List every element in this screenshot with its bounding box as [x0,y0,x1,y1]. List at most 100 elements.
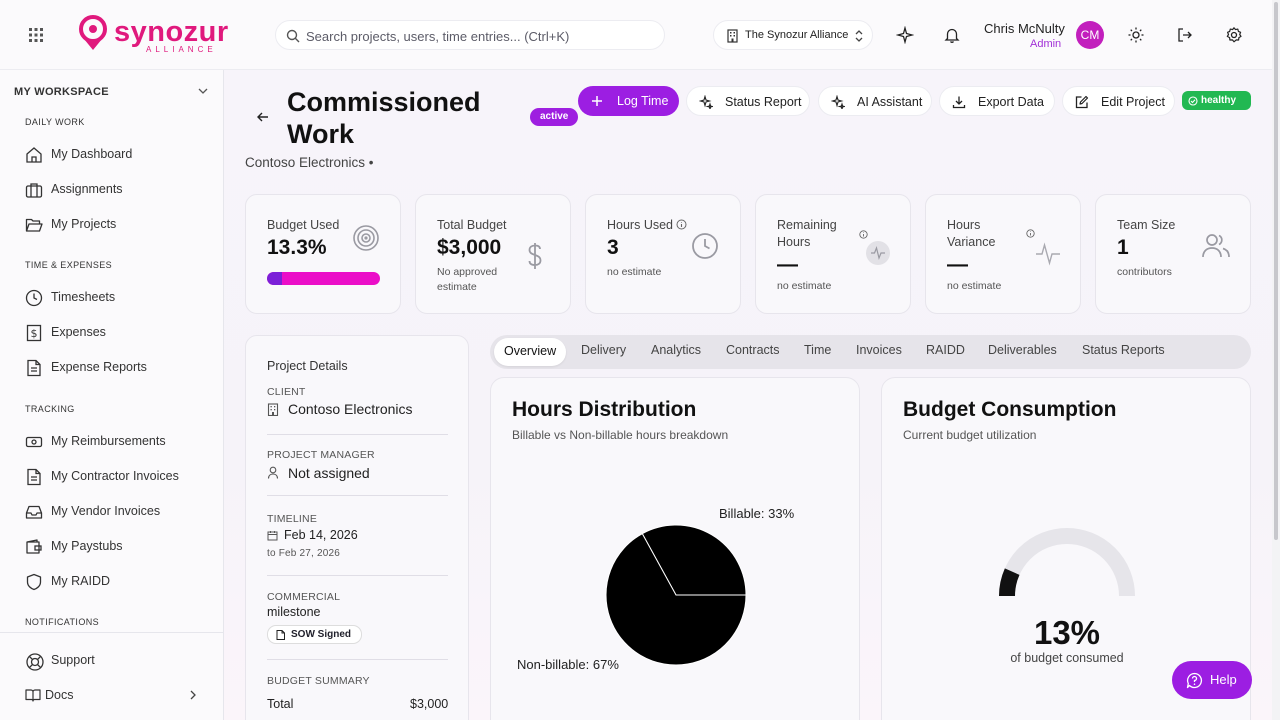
kpi-label: Team Size [1117,218,1176,232]
sow-badge: SOW Signed [267,625,362,644]
back-arrow-icon[interactable] [256,110,270,124]
kpi-label: Hours Used [607,218,673,232]
commercial-value: milestone [267,605,321,619]
divider [267,659,448,660]
card-subtitle: Current budget utilization [903,428,1037,442]
invoice-icon [27,468,41,486]
user-icon [267,466,279,479]
sidebar-item-label: Assignments [51,182,123,196]
sidebar-item-label: My Vendor Invoices [51,504,161,518]
kpi-label: Budget Used [267,218,340,232]
app-grid-icon[interactable] [28,27,44,43]
receipt-dollar-icon: $ [26,324,42,342]
sidebar-item-paystubs[interactable]: My Paystubs [25,535,215,559]
section-tracking: TRACKING [25,404,75,414]
kpi-value: $3,000 [437,236,502,259]
status-report-label: Status Report [725,95,802,109]
panel-heading: Project Details [267,359,348,373]
ai-sparkle-icon[interactable] [896,26,914,44]
kpi-label: Total Budget [437,218,507,232]
divider [267,575,448,576]
calendar-icon [267,531,278,541]
inbox-icon [25,505,43,519]
lifebuoy-icon [26,653,44,671]
kpi-value: — [777,253,798,276]
sidebar-item-projects[interactable]: My Projects [25,213,215,237]
divider [267,495,448,496]
tab-overview[interactable]: Overview [494,338,567,366]
commercial-label: COMMERCIAL [267,591,341,603]
sidebar-item-expenses[interactable]: $ Expenses [25,321,215,345]
sidebar-item-vendor-invoices[interactable]: My Vendor Invoices [25,500,215,524]
logout-icon[interactable] [1176,26,1194,44]
tab-delivery[interactable]: Delivery [581,343,627,357]
target-icon [353,225,379,251]
sidebar-item-label: Expense Reports [51,360,147,374]
gauge-caption: of budget consumed [1010,651,1124,665]
ai-assistant-button[interactable]: AI Assistant [818,86,932,116]
chevron-down-icon[interactable] [198,87,208,95]
sidebar-item-dashboard[interactable]: My Dashboard [25,143,215,167]
tab-invoices[interactable]: Invoices [856,343,902,357]
budget-consumption-card: Budget Consumption Current budget utiliz… [881,377,1251,720]
dollar-icon [528,243,542,269]
sidebar-item-raidd[interactable]: My RAIDD [25,570,215,594]
tab-raidd[interactable]: RAIDD [926,343,965,357]
sparkles-icon [699,95,713,109]
edit-icon [1075,95,1089,109]
settings-gear-icon[interactable] [1225,26,1243,44]
global-search[interactable] [275,20,665,50]
kpi-value: 3 [607,236,619,259]
top-bar: synozur ALLIANCE The Synozur Alliance Ch… [0,0,1280,70]
kpi-hours-variance: Hours Variance — no estimate [925,194,1081,314]
chevron-right-icon [190,690,196,700]
tab-contracts[interactable]: Contracts [726,343,780,357]
log-time-button[interactable]: Log Time [578,86,679,116]
activity-icon [1036,242,1060,266]
budget-summary-label: BUDGET SUMMARY [267,675,370,687]
theme-sun-icon[interactable] [1127,26,1145,44]
gauge-track [999,528,1135,597]
client-subtitle: Contoso Electronics • [245,155,374,170]
bell-icon[interactable] [943,26,961,44]
gauge-value: 13% [1033,614,1101,651]
avatar[interactable]: CM [1076,21,1104,49]
info-icon[interactable] [1026,229,1035,238]
page-scrollbar[interactable] [1272,0,1280,720]
user-role: Admin [1030,38,1062,50]
scrollbar-thumb[interactable] [1274,2,1278,540]
status-report-button[interactable]: Status Report [686,86,810,116]
edit-project-button[interactable]: Edit Project [1062,86,1175,116]
kpi-label: Remaining Hours [777,218,837,249]
banknote-icon [25,436,43,448]
workspace-title: MY WORKSPACE [14,86,109,98]
sidebar-item-timesheets[interactable]: Timesheets [25,286,215,310]
tab-deliverables[interactable]: Deliverables [988,343,1057,357]
sidebar-item-support[interactable]: Support [25,649,215,673]
kpi-total-budget: Total Budget $3,000 No approved estimate [415,194,571,314]
info-icon[interactable] [859,230,868,239]
sidebar-item-reimbursements[interactable]: My Reimbursements [25,430,215,454]
tab-status-reports[interactable]: Status Reports [1082,343,1165,357]
sidebar-item-expense-reports[interactable]: Expense Reports [25,356,215,380]
info-icon[interactable] [676,219,687,230]
organization-selector[interactable]: The Synozur Alliance [713,20,873,50]
synozur-logo[interactable]: synozur ALLIANCE [76,14,229,56]
budget-progress-bar [267,272,380,285]
sidebar-item-docs[interactable]: Docs [25,684,215,708]
sidebar-item-contractor-invoices[interactable]: My Contractor Invoices [25,465,215,489]
tab-time[interactable]: Time [804,343,832,357]
main-content: Commissioned Work active Contoso Electro… [224,70,1272,720]
sidebar-item-assignments[interactable]: Assignments [25,178,215,202]
sidebar-item-label: Support [51,653,95,667]
search-input[interactable] [306,26,656,46]
sidebar-item-label: My RAIDD [51,574,111,588]
timeline-label: TIMELINE [267,513,318,525]
help-button[interactable]: Help [1172,661,1252,699]
tab-analytics[interactable]: Analytics [651,343,702,357]
sidebar-item-label: Timesheets [51,290,116,304]
export-data-button[interactable]: Export Data [939,86,1055,116]
kpi-team-size: Team Size 1 contributors [1095,194,1251,314]
logo-text: synozur [114,16,229,48]
svg-text:$: $ [31,327,38,340]
